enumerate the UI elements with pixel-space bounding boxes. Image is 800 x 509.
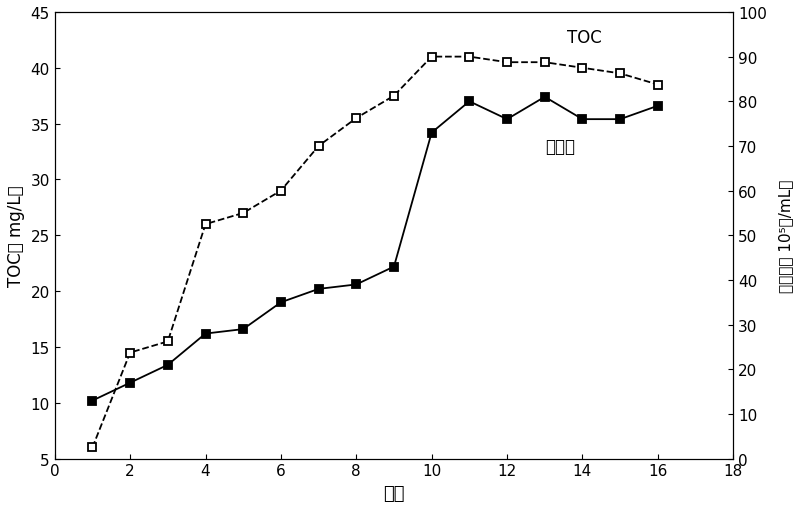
X-axis label: 次数: 次数: [383, 484, 405, 502]
Text: TOC: TOC: [567, 29, 602, 46]
Text: 生物量: 生物量: [545, 137, 574, 156]
Y-axis label: 生物量（ 10⁵个/mL）: 生物量（ 10⁵个/mL）: [778, 179, 793, 292]
Y-axis label: TOC（ mg/L）: TOC（ mg/L）: [7, 185, 25, 287]
